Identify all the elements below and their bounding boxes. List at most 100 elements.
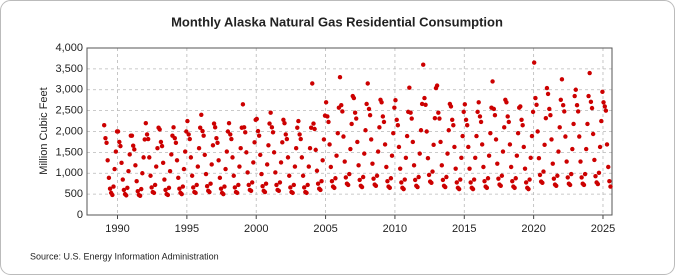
point: [321, 137, 327, 142]
point: [534, 102, 539, 107]
x-tick-label: 2005: [313, 223, 337, 235]
point: [360, 174, 366, 180]
point: [121, 187, 127, 193]
point: [169, 152, 174, 157]
point: [424, 129, 429, 134]
point: [438, 139, 443, 145]
point: [177, 186, 182, 191]
point: [125, 185, 130, 191]
point: [490, 79, 495, 84]
point: [364, 101, 369, 107]
point: [495, 161, 500, 166]
point: [248, 188, 254, 193]
point: [388, 176, 394, 181]
point: [436, 110, 441, 115]
point: [578, 159, 583, 164]
source-note: Source: U.S. Energy Information Administ…: [30, 251, 219, 261]
point: [209, 162, 214, 167]
point: [468, 180, 473, 185]
point: [508, 164, 514, 170]
point: [230, 155, 235, 160]
point: [244, 150, 249, 155]
point: [117, 139, 122, 145]
point: [463, 117, 469, 123]
point: [101, 123, 107, 128]
point: [554, 183, 559, 188]
point: [223, 166, 228, 172]
point: [351, 95, 357, 101]
point: [604, 142, 610, 147]
point: [527, 177, 532, 182]
point: [526, 186, 531, 192]
point: [302, 185, 307, 190]
point: [312, 126, 317, 132]
point: [531, 60, 537, 65]
point: [536, 156, 542, 161]
point: [418, 128, 424, 133]
chart-title: Monthly Alaska Natural Gas Residential C…: [171, 14, 503, 29]
point: [369, 137, 374, 142]
point: [310, 81, 315, 86]
point: [519, 117, 524, 123]
point: [475, 109, 480, 115]
point: [425, 156, 431, 161]
point: [147, 155, 152, 160]
point: [366, 106, 372, 112]
point: [451, 123, 456, 128]
point: [540, 180, 545, 186]
point: [417, 151, 422, 156]
point: [132, 147, 137, 152]
point: [359, 184, 365, 190]
point: [252, 140, 257, 145]
point: [112, 166, 117, 172]
point: [337, 75, 343, 80]
point: [264, 162, 270, 167]
point: [145, 136, 151, 142]
point: [226, 120, 232, 126]
point: [498, 183, 503, 188]
point: [394, 117, 399, 123]
point: [214, 135, 219, 141]
point: [245, 170, 250, 175]
point: [412, 177, 418, 183]
point: [256, 133, 262, 138]
point: [119, 160, 124, 166]
point: [444, 174, 449, 180]
point: [385, 178, 390, 184]
point: [547, 106, 552, 112]
y-tick-label: 3,000: [55, 84, 83, 96]
point: [401, 186, 406, 192]
point: [397, 166, 403, 171]
point: [181, 166, 187, 172]
point: [555, 173, 560, 178]
point: [510, 178, 515, 184]
point: [157, 127, 162, 132]
point: [193, 190, 198, 196]
point: [231, 173, 236, 178]
point: [491, 106, 497, 112]
point: [402, 177, 407, 182]
point: [334, 153, 339, 158]
point: [600, 89, 605, 95]
point: [137, 193, 143, 198]
point: [481, 164, 486, 170]
point: [332, 185, 337, 191]
point: [563, 134, 568, 139]
point: [577, 134, 582, 139]
point: [445, 151, 450, 156]
point: [298, 136, 303, 142]
point: [293, 146, 299, 151]
point: [104, 140, 109, 145]
point: [579, 175, 584, 180]
point: [367, 113, 373, 118]
point: [297, 132, 302, 137]
point: [243, 130, 248, 135]
point: [240, 102, 246, 107]
point: [179, 191, 184, 197]
point: [373, 183, 379, 188]
point: [143, 120, 149, 126]
point: [274, 182, 279, 188]
point: [381, 119, 387, 125]
point: [454, 180, 459, 185]
point: [187, 136, 192, 142]
